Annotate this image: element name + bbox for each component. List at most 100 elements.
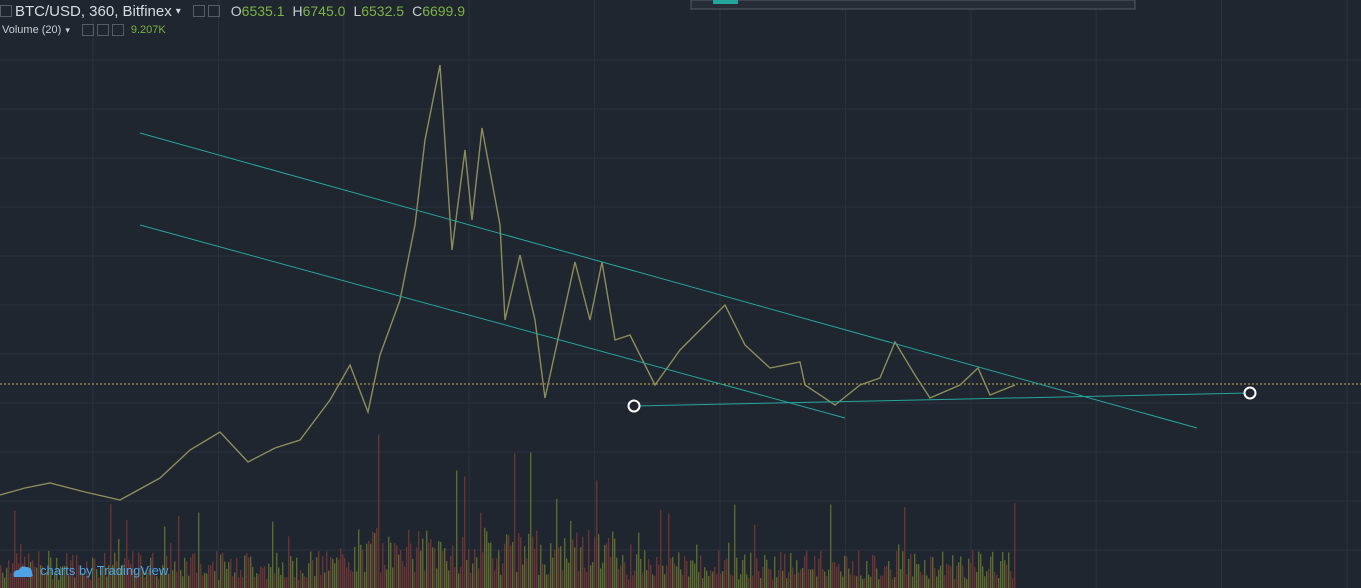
branding[interactable]: charts by TradingView — [12, 563, 168, 578]
volume-bar — [404, 566, 406, 588]
volume-bar — [894, 577, 896, 588]
volume-bar — [856, 576, 858, 588]
volume-bar — [154, 573, 156, 588]
icon[interactable] — [111, 24, 124, 36]
volume-bar — [580, 547, 582, 588]
volume-bar — [8, 560, 10, 588]
volume-bar — [266, 579, 268, 588]
toolbar-active[interactable] — [713, 0, 738, 4]
volume-bar — [828, 569, 830, 588]
line-handle[interactable] — [1243, 386, 1257, 400]
volume-bar — [572, 539, 574, 588]
volume-bar — [408, 529, 410, 588]
line-handle[interactable] — [627, 399, 641, 413]
volume-bar — [976, 571, 978, 588]
volume-bar — [614, 538, 616, 588]
volume-bar — [70, 560, 72, 588]
volume-bar — [598, 534, 600, 588]
icon[interactable] — [207, 5, 220, 17]
symbol[interactable]: BTC/USD, 360, Bitfinex — [15, 2, 172, 20]
volume-bar — [734, 504, 736, 588]
volume-bar — [444, 548, 446, 588]
volume-bar — [652, 574, 654, 588]
volume-bar — [896, 550, 898, 588]
volume-bar — [676, 566, 678, 588]
volume-bar — [1008, 552, 1010, 588]
volume-bar — [278, 567, 280, 588]
volume-bar — [616, 557, 618, 588]
trend-line[interactable] — [139, 224, 846, 419]
volume-bar — [40, 565, 42, 588]
volume-bar — [714, 567, 716, 588]
volume-bar — [128, 559, 130, 588]
volume-bar — [906, 574, 908, 588]
volume-bar — [914, 553, 916, 588]
brand-name[interactable]: TradingView — [96, 563, 169, 578]
volume-bar — [542, 563, 544, 588]
volume-bar — [1000, 561, 1002, 588]
volume-bar — [540, 544, 542, 588]
volume-bar — [240, 570, 242, 588]
trend-line[interactable] — [139, 132, 1198, 429]
volume-bar — [520, 537, 522, 588]
volume-bar — [942, 551, 944, 588]
trend-line[interactable] — [633, 392, 1251, 407]
volume-bar — [142, 567, 144, 588]
volume-bar — [736, 557, 738, 588]
volume-bar — [52, 579, 54, 588]
volume-bar — [356, 571, 358, 588]
volume-bar — [578, 571, 580, 588]
volume-bar — [454, 566, 456, 588]
ohlc-key: C — [412, 3, 423, 19]
volume-bar — [864, 578, 866, 588]
toolbar[interactable] — [690, 0, 1136, 10]
volume-bar — [476, 557, 478, 588]
volume-bar — [508, 535, 510, 588]
volume-bar — [298, 579, 300, 588]
volume-bar — [368, 540, 370, 588]
volume-bar — [752, 575, 754, 588]
ohlc-value: 6535.1 — [241, 3, 285, 19]
volume-bar — [284, 577, 286, 588]
volume-bar — [558, 547, 560, 588]
volume-bar — [782, 570, 784, 588]
volume-bar — [50, 557, 52, 588]
volume-bar — [58, 579, 60, 588]
volume-bar — [796, 560, 798, 588]
volume-bar — [168, 573, 170, 588]
volume-bar — [880, 575, 882, 588]
volume-bar — [400, 550, 402, 588]
dropdown[interactable]: ▾ — [65, 24, 70, 35]
icon[interactable] — [96, 24, 109, 36]
volume-bar — [576, 532, 578, 588]
volume-bar — [130, 564, 132, 588]
volume-bar — [566, 558, 568, 588]
volume-bar — [272, 521, 274, 588]
volume-bar — [912, 576, 914, 588]
volume-bar — [164, 526, 166, 588]
volume-bar — [458, 573, 460, 588]
volume-value: 9.207K — [130, 24, 166, 36]
volume-bars — [0, 434, 1016, 588]
icon[interactable] — [81, 24, 94, 36]
volume-bar — [280, 574, 282, 588]
volume-bar — [820, 550, 822, 588]
volume-bar — [126, 519, 128, 588]
volume-bar — [790, 552, 792, 588]
volume-bar — [928, 578, 930, 588]
collapse-icon[interactable] — [0, 5, 12, 17]
volume-bar — [98, 577, 100, 588]
volume-bar — [638, 532, 640, 588]
volume-bar — [936, 576, 938, 588]
volume-bar — [248, 557, 250, 588]
icon[interactable] — [192, 5, 205, 17]
volume-bar — [716, 574, 718, 588]
dropdown[interactable]: ▾ — [175, 5, 181, 17]
volume-bar — [570, 520, 572, 588]
volume-bar — [924, 560, 926, 588]
volume-bar — [390, 542, 392, 588]
volume-bar — [464, 476, 466, 588]
volume-label[interactable]: Volume (20) — [2, 24, 62, 36]
volume-bar — [776, 577, 778, 588]
volume-bar — [866, 561, 868, 588]
